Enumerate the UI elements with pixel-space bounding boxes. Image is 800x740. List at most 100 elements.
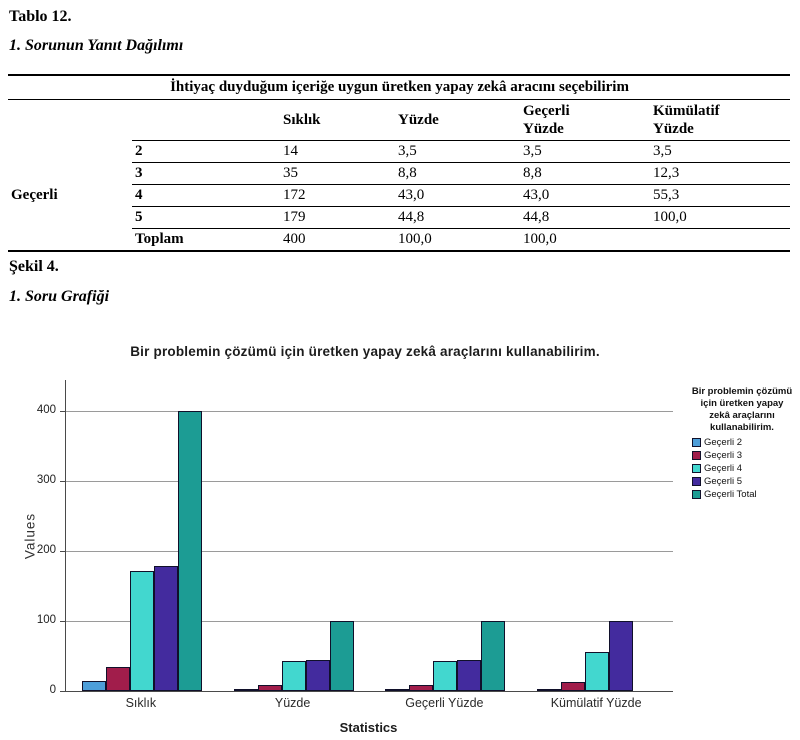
row-label: 3: [132, 162, 280, 185]
table-row: Toplam 400 100,0 100,0: [8, 228, 791, 251]
plot-area: [65, 380, 673, 692]
row-label: Toplam: [132, 228, 280, 251]
figure-label: Şekil 4.: [9, 258, 59, 275]
cell-value: 14: [283, 143, 298, 159]
legend-swatch: [692, 490, 701, 499]
table-title-row: İhtiyaç duyduğum içeriğe uygun üretken y…: [8, 74, 791, 100]
cell-value: 179: [280, 206, 395, 229]
cell-value: 8,8: [520, 162, 650, 185]
cell-value: 43,0: [395, 184, 520, 207]
legend-label: Geçerli 2: [704, 437, 743, 448]
y-axis-tick-label: 100: [36, 614, 56, 626]
column-header: Yüzde: [395, 99, 520, 141]
header-spacer: [132, 99, 280, 141]
cell-value: 3,5: [653, 143, 672, 159]
gridline: [66, 620, 673, 622]
y-axis-tick-label: 0: [49, 684, 56, 696]
table-row: 3 35 8,8 8,8 12,3: [8, 162, 791, 185]
cell-value: 100,0: [395, 228, 520, 251]
x-axis-tick-label: Kümülatif Yüzde: [550, 696, 642, 710]
bar: [281, 660, 306, 691]
cell-value: 55,3: [650, 184, 791, 207]
legend-item: Geçerli Total: [692, 489, 798, 501]
y-axis-tick-label: 300: [36, 474, 56, 486]
y-axis-tick-mark: [60, 481, 65, 482]
legend: Bir problemin çözümü için üretken yapay …: [686, 386, 798, 502]
y-axis-tick-label: 200: [36, 544, 56, 556]
bar: [153, 565, 178, 691]
cell-value: 400: [280, 228, 395, 251]
cell-value: 100,0: [520, 228, 650, 251]
bar: [233, 688, 258, 691]
gridline: [66, 410, 673, 412]
bar: [561, 682, 586, 691]
row-label: 2: [135, 143, 143, 159]
legend-swatch: [692, 438, 701, 447]
legend-item: Geçerli 3: [692, 450, 798, 462]
column-header: Kümülatif Yüzde: [650, 99, 791, 141]
bar: [481, 621, 506, 691]
freq-table-body: Geçerli 2 14 3,5 3,5 3,5 3 35 8,8 8,8 12,3 4 172 43,0…: [8, 141, 791, 251]
table-header-row: Sıklık Yüzde Geçerli Yüzde Kümülatif Yüz…: [8, 99, 791, 141]
column-header-label: Kümülatif Yüzde: [653, 103, 720, 137]
figure-caption: 1. Soru Grafiği: [9, 288, 110, 305]
column-header-label: Sıklık: [283, 112, 321, 128]
bar: [457, 659, 482, 691]
legend-items: Geçerli 2 Geçerli 3 Geçerli 4 Geçerli 5 Geçe…: [686, 437, 798, 501]
legend-item: Geçerli 2: [692, 437, 798, 449]
y-axis-tick-mark: [60, 691, 65, 692]
cell-value: 12,3: [650, 162, 791, 185]
cell-value: 44,8: [395, 206, 520, 229]
legend-item: Geçerli 5: [692, 476, 798, 488]
column-header: Geçerli Yüzde: [520, 99, 650, 141]
y-axis-tick-label: 400: [36, 404, 56, 416]
cell-value: 35: [280, 162, 395, 185]
legend-item: Geçerli 4: [692, 463, 798, 475]
bar: [105, 666, 130, 691]
cell-value: 44,8: [520, 206, 650, 229]
table-row: 4 172 43,0 43,0 55,3: [8, 184, 791, 207]
cell-value: [650, 228, 791, 251]
cell-value: 3,5: [398, 143, 417, 159]
header-spacer: [8, 100, 132, 141]
freq-table-head: İhtiyaç duyduğum içeriğe uygun üretken y…: [8, 74, 791, 141]
gridline: [66, 480, 673, 482]
bar: [177, 411, 202, 691]
y-axis-tick-mark: [60, 411, 65, 412]
gridline: [66, 550, 673, 552]
row-group-label: Geçerli: [11, 186, 58, 203]
cell-value: 8,8: [395, 162, 520, 185]
y-axis-tick-mark: [60, 551, 65, 552]
table-title: İhtiyaç duyduğum içeriğe uygun üretken y…: [8, 74, 791, 100]
x-axis-title: Statistics: [339, 720, 398, 735]
legend-label: Geçerli Total: [704, 489, 757, 500]
column-header-label: Geçerli Yüzde: [523, 103, 570, 137]
legend-swatch: [692, 477, 701, 486]
bar: [257, 684, 282, 691]
legend-label: Geçerli 3: [704, 450, 743, 461]
bar: [329, 621, 354, 691]
x-axis-tick-label: Yüzde: [274, 696, 311, 710]
cell-value: 172: [280, 184, 395, 207]
table-row: Geçerli 2 14 3,5 3,5 3,5: [8, 141, 790, 203]
column-header: Sıklık: [280, 99, 395, 141]
table-label: Tablo 12.: [9, 8, 72, 25]
bar: [129, 570, 154, 691]
bar: [305, 659, 330, 691]
chart: Bir problemin çözümü için üretken yapay …: [0, 330, 800, 740]
legend-swatch: [692, 451, 701, 460]
chart-title: Bir problemin çözümü için üretken yapay …: [130, 344, 600, 359]
table-row: 5 179 44,8 44,8 100,0: [8, 206, 791, 229]
frequency-table: İhtiyaç duyduğum içeriğe uygun üretken y…: [8, 74, 791, 252]
cell-value: 100,0: [650, 206, 791, 229]
bar: [409, 684, 434, 691]
y-axis-tick-mark: [60, 621, 65, 622]
legend-title: Bir problemin çözümü için üretken yapay …: [691, 386, 793, 433]
bar: [385, 688, 410, 691]
column-header-label: Yüzde: [398, 112, 439, 128]
legend-label: Geçerli 5: [704, 476, 743, 487]
table-caption: 1. Sorunun Yanıt Dağılımı: [9, 37, 184, 54]
x-axis-tick-label: Sıklık: [125, 696, 157, 710]
bar: [537, 688, 562, 691]
